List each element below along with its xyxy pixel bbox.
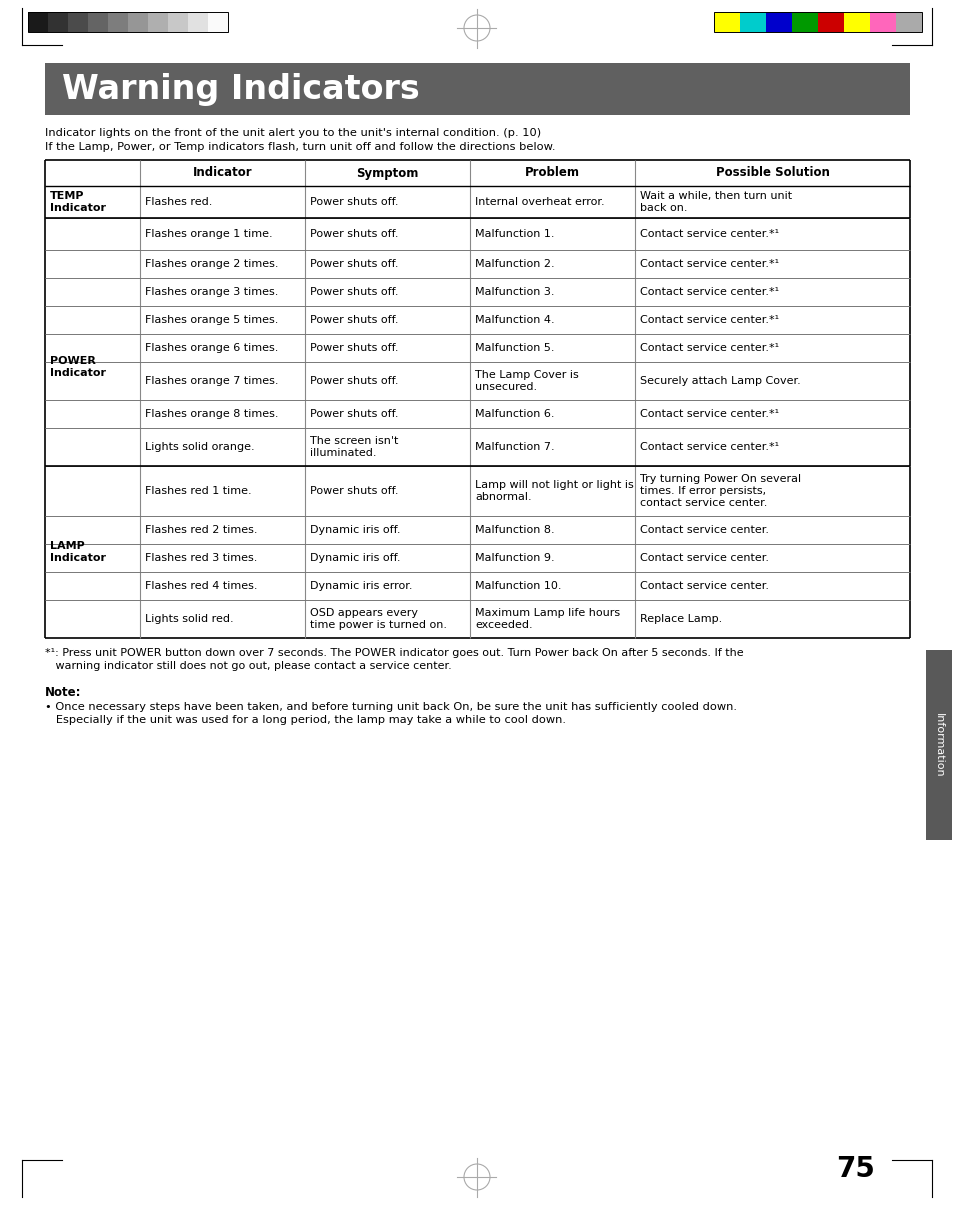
- Text: Possible Solution: Possible Solution: [715, 166, 828, 180]
- Text: Power shuts off.: Power shuts off.: [310, 315, 398, 325]
- Text: The Lamp Cover is
unsecured.: The Lamp Cover is unsecured.: [475, 370, 578, 392]
- Text: LAMP
Indicator: LAMP Indicator: [50, 541, 106, 563]
- Text: Flashes orange 7 times.: Flashes orange 7 times.: [145, 376, 278, 386]
- Bar: [208, 12, 228, 33]
- Text: Flashes red.: Flashes red.: [145, 196, 213, 207]
- Text: Power shuts off.: Power shuts off.: [310, 287, 398, 296]
- Text: Securely attach Lamp Cover.: Securely attach Lamp Cover.: [639, 376, 800, 386]
- Text: The screen isn't
illuminated.: The screen isn't illuminated.: [310, 436, 398, 458]
- Text: TEMP
Indicator: TEMP Indicator: [50, 192, 106, 213]
- Text: Malfunction 8.: Malfunction 8.: [475, 525, 554, 535]
- Text: Flashes orange 5 times.: Flashes orange 5 times.: [145, 315, 278, 325]
- Text: Contact service center.*¹: Contact service center.*¹: [639, 442, 779, 452]
- Text: Try turning Power On several
times. If error persists,
contact service center.: Try turning Power On several times. If e…: [639, 475, 801, 507]
- Text: Flashes red 3 times.: Flashes red 3 times.: [145, 553, 257, 563]
- Bar: [188, 12, 208, 33]
- Text: Dynamic iris error.: Dynamic iris error.: [310, 581, 412, 590]
- Text: Flashes orange 8 times.: Flashes orange 8 times.: [145, 408, 278, 419]
- Text: Malfunction 9.: Malfunction 9.: [475, 553, 554, 563]
- Text: Dynamic iris off.: Dynamic iris off.: [310, 553, 400, 563]
- Text: Power shuts off.: Power shuts off.: [310, 486, 398, 496]
- Text: Lights solid red.: Lights solid red.: [145, 615, 233, 624]
- Bar: [713, 12, 921, 33]
- Bar: [48, 12, 68, 33]
- Text: Malfunction 10.: Malfunction 10.: [475, 581, 561, 590]
- Bar: [869, 12, 895, 33]
- Text: Wait a while, then turn unit
back on.: Wait a while, then turn unit back on.: [639, 192, 791, 213]
- Bar: [168, 12, 188, 33]
- Text: Malfunction 1.: Malfunction 1.: [475, 229, 554, 239]
- Text: Power shuts off.: Power shuts off.: [310, 343, 398, 353]
- Text: Power shuts off.: Power shuts off.: [310, 229, 398, 239]
- Text: Contact service center.*¹: Contact service center.*¹: [639, 259, 779, 269]
- Text: Lights solid orange.: Lights solid orange.: [145, 442, 254, 452]
- Text: Indicator: Indicator: [193, 166, 252, 180]
- Bar: [817, 12, 843, 33]
- Bar: [28, 12, 48, 33]
- Bar: [740, 12, 765, 33]
- Text: Power shuts off.: Power shuts off.: [310, 196, 398, 207]
- Text: Flashes orange 6 times.: Flashes orange 6 times.: [145, 343, 278, 353]
- Text: Symptom: Symptom: [355, 166, 418, 180]
- Text: Power shuts off.: Power shuts off.: [310, 376, 398, 386]
- Text: Malfunction 2.: Malfunction 2.: [475, 259, 554, 269]
- Text: Malfunction 3.: Malfunction 3.: [475, 287, 554, 296]
- Text: Contact service center.*¹: Contact service center.*¹: [639, 229, 779, 239]
- Text: Power shuts off.: Power shuts off.: [310, 259, 398, 269]
- Text: Indicator lights on the front of the unit alert you to the unit's internal condi: Indicator lights on the front of the uni…: [45, 128, 540, 139]
- Text: Flashes orange 3 times.: Flashes orange 3 times.: [145, 287, 278, 296]
- Text: Dynamic iris off.: Dynamic iris off.: [310, 525, 400, 535]
- Bar: [925, 649, 951, 840]
- Text: Contact service center.: Contact service center.: [639, 581, 768, 590]
- Text: Maximum Lamp life hours
exceeded.: Maximum Lamp life hours exceeded.: [475, 609, 619, 630]
- Text: Contact service center.: Contact service center.: [639, 525, 768, 535]
- Bar: [45, 63, 909, 114]
- Text: Flashes red 4 times.: Flashes red 4 times.: [145, 581, 257, 590]
- Text: Malfunction 4.: Malfunction 4.: [475, 315, 554, 325]
- Text: Note:: Note:: [45, 686, 81, 699]
- Text: If the Lamp, Power, or Temp indicators flash, turn unit off and follow the direc: If the Lamp, Power, or Temp indicators f…: [45, 142, 555, 152]
- Text: Contact service center.*¹: Contact service center.*¹: [639, 343, 779, 353]
- Text: Internal overheat error.: Internal overheat error.: [475, 196, 604, 207]
- Text: Contact service center.*¹: Contact service center.*¹: [639, 315, 779, 325]
- Text: Replace Lamp.: Replace Lamp.: [639, 615, 721, 624]
- Text: Power shuts off.: Power shuts off.: [310, 408, 398, 419]
- Bar: [713, 12, 740, 33]
- Text: Problem: Problem: [524, 166, 579, 180]
- Bar: [108, 12, 128, 33]
- Text: Malfunction 6.: Malfunction 6.: [475, 408, 554, 419]
- Text: • Once necessary steps have been taken, and before turning unit back On, be sure: • Once necessary steps have been taken, …: [45, 703, 737, 712]
- Bar: [68, 12, 88, 33]
- Bar: [895, 12, 921, 33]
- Text: Especially if the unit was used for a long period, the lamp may take a while to : Especially if the unit was used for a lo…: [45, 715, 565, 725]
- Bar: [88, 12, 108, 33]
- Text: Flashes orange 2 times.: Flashes orange 2 times.: [145, 259, 278, 269]
- Text: Flashes red 1 time.: Flashes red 1 time.: [145, 486, 252, 496]
- Text: Malfunction 7.: Malfunction 7.: [475, 442, 554, 452]
- Text: Contact service center.: Contact service center.: [639, 553, 768, 563]
- Text: Flashes red 2 times.: Flashes red 2 times.: [145, 525, 257, 535]
- Text: Malfunction 5.: Malfunction 5.: [475, 343, 554, 353]
- Bar: [791, 12, 817, 33]
- Text: *¹: Press unit POWER button down over 7 seconds. The POWER indicator goes out. T: *¹: Press unit POWER button down over 7 …: [45, 648, 742, 658]
- Text: Lamp will not light or light is
abnormal.: Lamp will not light or light is abnormal…: [475, 481, 633, 501]
- Text: Information: Information: [933, 712, 943, 777]
- Text: Flashes orange 1 time.: Flashes orange 1 time.: [145, 229, 273, 239]
- Text: POWER
Indicator: POWER Indicator: [50, 357, 106, 378]
- Bar: [28, 12, 228, 33]
- Text: Contact service center.*¹: Contact service center.*¹: [639, 287, 779, 296]
- Bar: [128, 12, 148, 33]
- Bar: [148, 12, 168, 33]
- Text: Warning Indicators: Warning Indicators: [62, 72, 419, 106]
- Bar: [765, 12, 791, 33]
- Text: OSD appears every
time power is turned on.: OSD appears every time power is turned o…: [310, 609, 447, 630]
- Bar: [843, 12, 869, 33]
- Text: warning indicator still does not go out, please contact a service center.: warning indicator still does not go out,…: [45, 662, 452, 671]
- Text: 75: 75: [835, 1156, 874, 1183]
- Text: Contact service center.*¹: Contact service center.*¹: [639, 408, 779, 419]
